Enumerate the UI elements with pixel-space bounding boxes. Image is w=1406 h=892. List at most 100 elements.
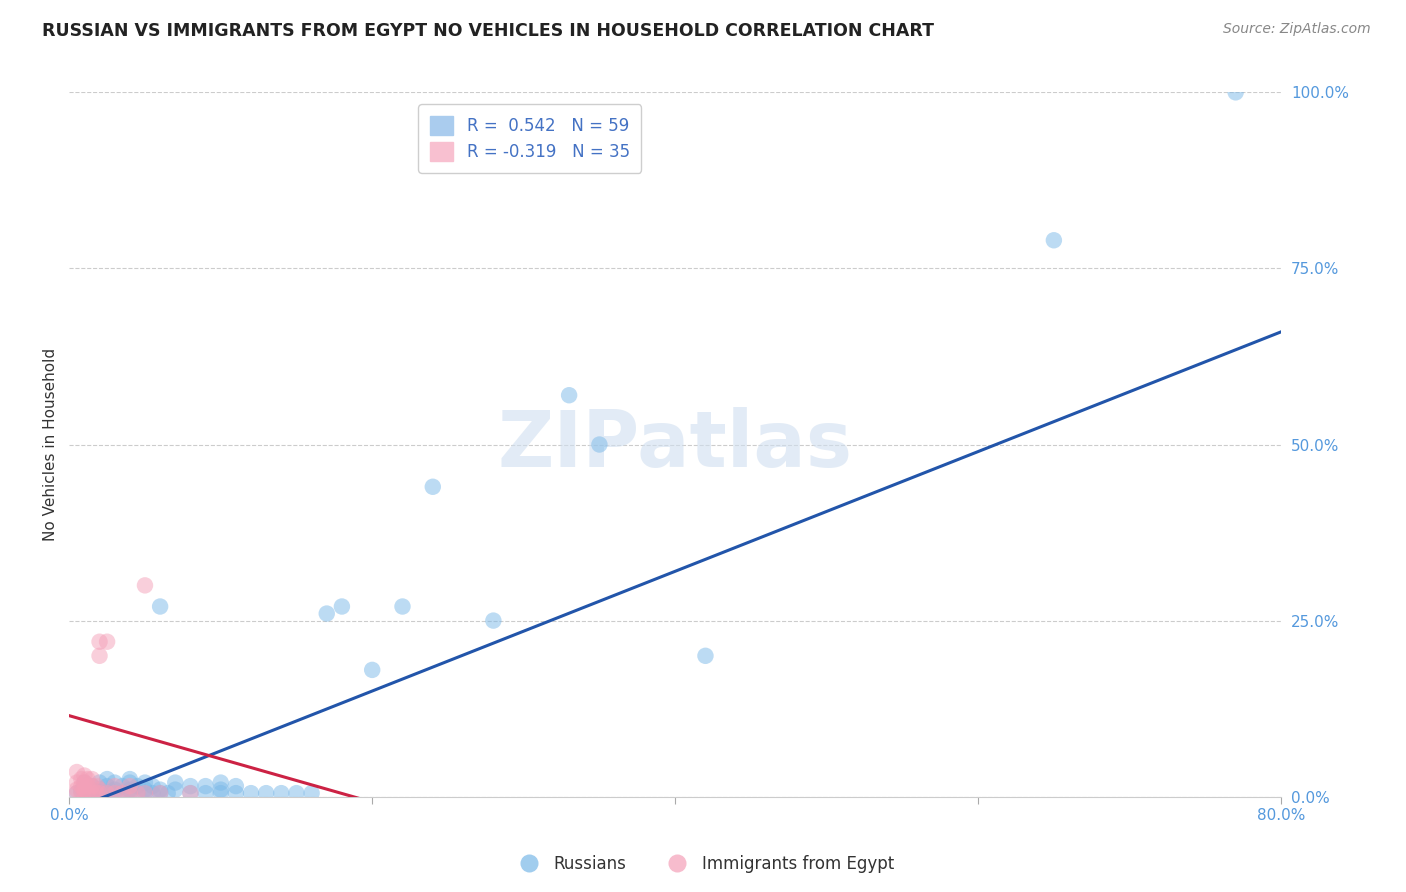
Point [209, 775, 232, 789]
Point [361, 663, 384, 677]
Point [134, 782, 156, 797]
Point [422, 480, 444, 494]
Point [80, 779, 103, 793]
Point [194, 779, 217, 793]
Point [209, 782, 232, 797]
Point [240, 786, 263, 800]
Point [96, 786, 118, 800]
Point [118, 782, 141, 797]
Point [96, 634, 118, 648]
Point [165, 782, 187, 797]
Point [96, 779, 118, 793]
Point [66, 782, 89, 797]
Point [70, 779, 93, 793]
Point [1043, 233, 1066, 247]
Point [104, 786, 127, 800]
Point [254, 786, 277, 800]
Point [118, 786, 141, 800]
Point [76, 772, 98, 786]
Point [80, 786, 103, 800]
Point [86, 779, 108, 793]
Point [149, 599, 172, 614]
Point [179, 786, 201, 800]
Point [111, 786, 134, 800]
Point [149, 782, 172, 797]
Point [194, 786, 217, 800]
Point [118, 786, 141, 800]
Point [391, 599, 413, 614]
Point [270, 786, 292, 800]
Point [118, 779, 141, 793]
Point [225, 779, 247, 793]
Point [89, 775, 111, 789]
Point [1225, 86, 1247, 100]
Point [209, 786, 232, 800]
Point [73, 775, 96, 789]
Text: ZIPatlas: ZIPatlas [498, 407, 852, 483]
Point [134, 578, 156, 592]
Point [89, 782, 111, 797]
Point [111, 786, 134, 800]
Point [315, 607, 337, 621]
Point [70, 772, 93, 786]
Point [96, 786, 118, 800]
Point [70, 784, 93, 798]
Point [104, 782, 127, 797]
Point [80, 772, 103, 786]
Point [73, 775, 96, 789]
Point [73, 782, 96, 797]
Legend: Russians, Immigrants from Egypt: Russians, Immigrants from Egypt [505, 848, 901, 880]
Point [134, 786, 156, 800]
Point [66, 786, 89, 800]
Point [104, 779, 127, 793]
Point [330, 599, 353, 614]
Point [588, 437, 610, 451]
Point [66, 775, 89, 789]
Y-axis label: No Vehicles in Household: No Vehicles in Household [44, 348, 58, 541]
Point [104, 775, 127, 789]
Point [134, 786, 156, 800]
Point [695, 648, 717, 663]
Point [285, 786, 308, 800]
Point [73, 786, 96, 800]
Point [558, 388, 581, 402]
Point [70, 786, 93, 800]
Point [179, 779, 201, 793]
Point [104, 786, 127, 800]
Point [86, 786, 108, 800]
Point [149, 786, 172, 800]
Point [76, 786, 98, 800]
Point [76, 779, 98, 793]
Point [73, 782, 96, 797]
Point [111, 779, 134, 793]
Text: Source: ZipAtlas.com: Source: ZipAtlas.com [1223, 22, 1371, 37]
Point [76, 786, 98, 800]
Legend: R =  0.542   N = 59, R = -0.319   N = 35: R = 0.542 N = 59, R = -0.319 N = 35 [418, 104, 641, 173]
Point [89, 648, 111, 663]
Point [482, 614, 505, 628]
Point [141, 786, 163, 800]
Point [80, 779, 103, 793]
Point [89, 786, 111, 800]
Point [301, 786, 323, 800]
Point [89, 782, 111, 797]
Point [179, 786, 201, 800]
Point [156, 786, 179, 800]
Point [66, 786, 89, 800]
Point [141, 779, 163, 793]
Point [66, 764, 89, 779]
Point [96, 772, 118, 786]
Point [149, 786, 172, 800]
Point [89, 786, 111, 800]
Point [127, 786, 149, 800]
Point [73, 768, 96, 782]
Point [127, 779, 149, 793]
Point [134, 775, 156, 789]
Point [118, 772, 141, 786]
Point [127, 786, 149, 800]
Point [89, 634, 111, 648]
Point [165, 775, 187, 789]
Point [118, 775, 141, 789]
Point [225, 786, 247, 800]
Point [86, 784, 108, 798]
